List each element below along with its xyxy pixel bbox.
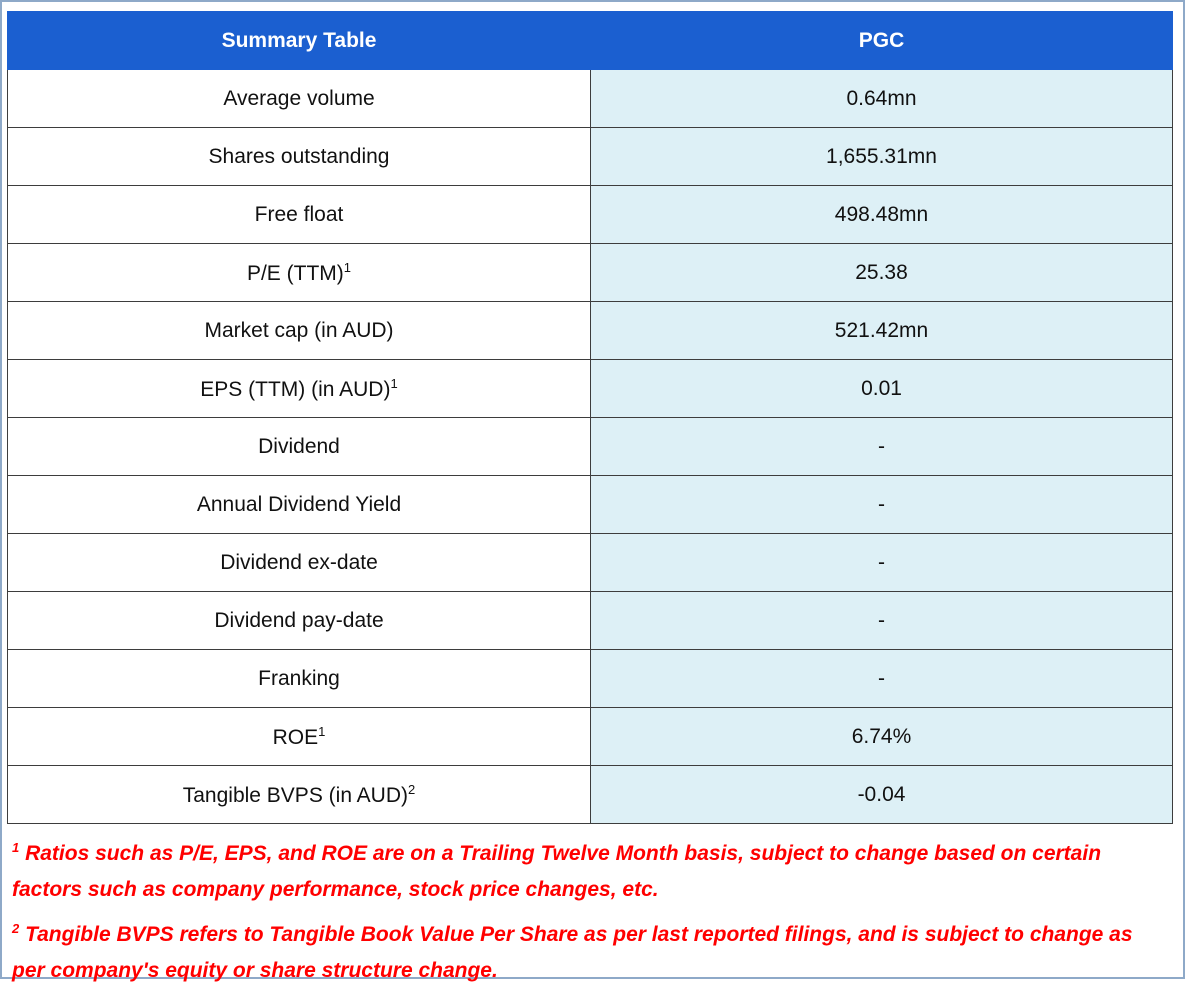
table-row: Free float 498.48mn xyxy=(7,185,1173,244)
label-cell: Annual Dividend Yield xyxy=(7,475,591,534)
row-label: Average volume xyxy=(223,86,375,110)
table-body: Average volume 0.64mn Shares outstanding 1,… xyxy=(7,69,1173,824)
table-row: P/E (TTM)1 25.38 xyxy=(7,243,1173,302)
table-row: Dividend - xyxy=(7,417,1173,476)
label-cell: ROE1 xyxy=(7,707,591,766)
value-cell: 521.42mn xyxy=(590,301,1173,360)
value-cell: - xyxy=(590,475,1173,534)
label-cell: Free float xyxy=(7,185,591,244)
footnotes: 1 Ratios such as P/E, EPS, and ROE are o… xyxy=(12,830,1142,992)
value-cell: - xyxy=(590,649,1173,708)
row-label: Annual Dividend Yield xyxy=(196,492,402,516)
value-cell: - xyxy=(590,417,1173,476)
table-row: Average volume 0.64mn xyxy=(7,69,1173,128)
label-cell: P/E (TTM)1 xyxy=(7,243,591,302)
row-label: Dividend ex-date xyxy=(220,550,378,574)
header-cell: Summary Table xyxy=(7,11,591,70)
footnote: 1 Ratios such as P/E, EPS, and ROE are o… xyxy=(12,830,1142,908)
table-row: Market cap (in AUD) 521.42mn xyxy=(7,301,1173,360)
footnote-mark: 1 xyxy=(12,840,20,855)
table-row: Annual Dividend Yield - xyxy=(7,475,1173,534)
value-cell: 25.38 xyxy=(590,243,1173,302)
label-cell: Franking xyxy=(7,649,591,708)
row-label: Market cap (in AUD) xyxy=(204,318,394,342)
row-label: ROE xyxy=(272,725,319,749)
table-row: Dividend pay-date - xyxy=(7,591,1173,650)
value-cell: 0.64mn xyxy=(590,69,1173,128)
row-label: Franking xyxy=(258,666,340,690)
table-row: Franking - xyxy=(7,649,1173,708)
footnote-ref: 1 xyxy=(390,375,398,391)
label-cell: Dividend pay-date xyxy=(7,591,591,650)
value-cell: - xyxy=(590,591,1173,650)
footnote-ref: 2 xyxy=(408,781,416,797)
summary-table: Summary Table PGC Average volume 0.64mn Sh… xyxy=(7,11,1173,824)
value-cell: 6.74% xyxy=(590,707,1173,766)
row-label: Tangible BVPS (in AUD) xyxy=(182,783,409,807)
label-cell: Market cap (in AUD) xyxy=(7,301,591,360)
label-cell: Dividend xyxy=(7,417,591,476)
label-cell: Average volume xyxy=(7,69,591,128)
value-cell: 498.48mn xyxy=(590,185,1173,244)
row-label: Dividend pay-date xyxy=(214,608,384,632)
table-row: Shares outstanding 1,655.31mn xyxy=(7,127,1173,186)
footnote-mark: 2 xyxy=(12,921,20,936)
footnote-ref: 1 xyxy=(343,259,352,275)
label-cell: Shares outstanding xyxy=(7,127,591,186)
value-cell: - xyxy=(590,533,1173,592)
table-row: Tangible BVPS (in AUD)2 -0.04 xyxy=(7,765,1173,824)
row-label: EPS (TTM) (in AUD) xyxy=(200,377,391,401)
row-label: Dividend xyxy=(258,434,340,458)
header-row: Summary Table PGC xyxy=(7,11,1173,70)
footnote-ref: 1 xyxy=(318,723,326,739)
label-cell: Dividend ex-date xyxy=(7,533,591,592)
row-label: Shares outstanding xyxy=(208,144,390,168)
value-cell: -0.04 xyxy=(590,765,1173,824)
table-row: ROE1 6.74% xyxy=(7,707,1173,766)
header-cell: PGC xyxy=(590,11,1173,70)
footnote-text: Ratios such as P/E, EPS, and ROE are on … xyxy=(12,842,1102,901)
label-cell: EPS (TTM) (in AUD)1 xyxy=(7,359,591,418)
row-label: Free float xyxy=(254,202,344,226)
table-row: Dividend ex-date - xyxy=(7,533,1173,592)
footnote: 2 Tangible BVPS refers to Tangible Book … xyxy=(12,911,1142,989)
value-cell: 1,655.31mn xyxy=(590,127,1173,186)
row-label: P/E (TTM) xyxy=(246,261,344,285)
footnote-text: Tangible BVPS refers to Tangible Book Va… xyxy=(12,923,1133,982)
table-row: EPS (TTM) (in AUD)1 0.01 xyxy=(7,359,1173,418)
label-cell: Tangible BVPS (in AUD)2 xyxy=(7,765,591,824)
value-cell: 0.01 xyxy=(590,359,1173,418)
